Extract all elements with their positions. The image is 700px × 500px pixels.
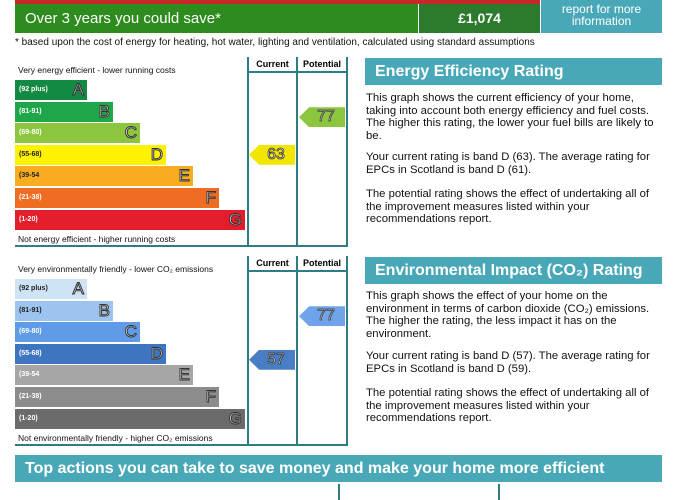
band-letter: F: [205, 387, 216, 407]
current-column-header: Current: [249, 256, 296, 272]
band-letter: A: [72, 80, 84, 100]
chart-bottom-label: Not energy efficient - higher running co…: [18, 234, 176, 244]
band-letter: C: [124, 123, 137, 143]
band-e-bar: (39-54 E: [15, 166, 193, 187]
band-letter: F: [205, 188, 216, 208]
current-rating-arrow: 57: [249, 349, 295, 370]
band-letter: A: [72, 279, 84, 299]
band-b-bar: (81-91) B: [15, 101, 113, 122]
band-g-bar: (1-20) G: [15, 209, 245, 230]
band-letter: B: [98, 101, 110, 121]
potential-column-header: Potential: [298, 256, 346, 272]
band-range: (81-91): [19, 306, 42, 314]
column-divider: [346, 57, 348, 245]
potential-rating-arrow: 77: [299, 306, 345, 327]
eir-current-rating: Your current rating is band D (57). The …: [366, 350, 650, 375]
band-range: (92 plus): [19, 285, 48, 292]
current-column-header: Current: [249, 57, 296, 73]
column-divider: [296, 256, 298, 444]
band-range: (92 plus): [19, 86, 48, 93]
band-letter: G: [228, 408, 242, 428]
band-d-bar: (55-68) D: [15, 343, 166, 364]
chart-top-label: Very environmentally friendly - lower CO…: [18, 264, 214, 274]
band-d-bar: (55-68) D: [15, 144, 166, 165]
band-letter: G: [228, 209, 242, 229]
band-letter: B: [98, 300, 110, 320]
column-divider: [296, 57, 298, 245]
band-range: (55-68): [19, 349, 42, 357]
band-range: (21-38): [19, 393, 42, 400]
potential-column-header: Potential: [298, 57, 346, 73]
band-c-bar: (69-80) C: [15, 123, 140, 144]
band-letter: E: [178, 166, 190, 186]
band-letter: D: [150, 343, 163, 363]
band-range: (69-80): [19, 129, 42, 137]
band-letter: E: [178, 365, 190, 385]
environmental-impact-title: Environmental Impact (CO₂) Rating: [365, 257, 662, 284]
band-b-bar: (81-91) B: [15, 300, 113, 321]
band-range: (81-91): [19, 107, 42, 115]
savings-value: £1,074: [419, 4, 540, 33]
table-divider: [498, 484, 500, 500]
band-c-bar: (69-80) C: [15, 322, 140, 343]
band-f-bar: (21-38) F: [15, 188, 219, 208]
eer-description: This graph shows the current efficiency …: [366, 92, 654, 142]
band-range: (39-54: [19, 371, 40, 379]
current-rating-arrow: 63: [249, 144, 295, 165]
chart-bottom-label: Not environmentally friendly - higher CO…: [18, 433, 213, 443]
band-range: (1-20): [19, 414, 38, 422]
energy-efficiency-title: Energy Efficiency Rating: [365, 58, 662, 85]
column-divider: [247, 57, 249, 245]
band-letter: D: [150, 144, 163, 164]
column-divider: [247, 256, 249, 444]
energy-efficiency-chart: Very energy efficient - lower running co…: [15, 57, 348, 247]
band-range: (21-38): [19, 194, 42, 201]
eir-potential-note: The potential rating shows the effect of…: [366, 387, 650, 424]
top-divider: [15, 0, 540, 4]
band-range: (1-20): [19, 215, 38, 223]
band-f-bar: (21-38) F: [15, 387, 219, 407]
chart-top-label: Very energy efficient - lower running co…: [18, 65, 176, 75]
band-e-bar: (39-54 E: [15, 365, 193, 386]
band-range: (55-68): [19, 150, 42, 158]
band-letter: C: [124, 322, 137, 342]
band-a-bar: (92 plus) A: [15, 80, 87, 100]
band-range: (69-80): [19, 328, 42, 336]
eir-description: This graph shows the effect of your home…: [366, 290, 650, 340]
more-info-link[interactable]: report for more information: [541, 0, 662, 33]
band-g-bar: (1-20) G: [15, 408, 245, 429]
savings-label: Over 3 years you could save*: [15, 4, 418, 33]
band-range: (39-54: [19, 172, 40, 180]
column-divider: [346, 256, 348, 444]
band-a-bar: (92 plus) A: [15, 279, 87, 299]
environmental-impact-chart: Very environmentally friendly - lower CO…: [15, 256, 348, 446]
potential-rating-arrow: 77: [299, 107, 345, 128]
table-divider: [338, 484, 340, 500]
footnote: * based upon the cost of energy for heat…: [15, 37, 535, 48]
eer-potential-note: The potential rating shows the effect of…: [366, 188, 650, 225]
eer-current-rating: Your current rating is band D (63). The …: [366, 151, 650, 176]
top-actions-header: Top actions you can take to save money a…: [15, 455, 662, 482]
